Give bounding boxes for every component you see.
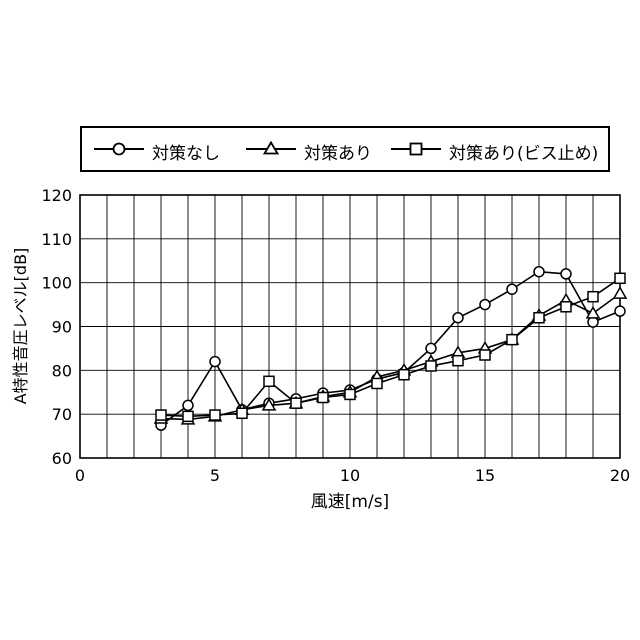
data-point-square <box>534 313 544 323</box>
data-point-circle <box>426 343 436 353</box>
x-axis-label: 風速[m/s] <box>311 492 389 512</box>
data-point-circle <box>480 300 490 310</box>
data-point-square <box>426 361 436 371</box>
data-point-triangle <box>587 307 599 318</box>
data-point-square <box>588 292 598 302</box>
data-point-circle <box>183 400 193 410</box>
data-point-circle <box>588 317 598 327</box>
y-tick-label: 110 <box>41 230 72 249</box>
x-tick-label: 10 <box>340 466 360 485</box>
x-tick-label: 5 <box>210 466 220 485</box>
data-point-square <box>156 410 166 420</box>
y-tick-label: 80 <box>52 361 72 380</box>
series-2 <box>155 288 626 424</box>
series-line <box>161 272 620 425</box>
data-point-triangle <box>614 288 626 299</box>
data-point-circle <box>561 269 571 279</box>
series-3 <box>156 273 625 421</box>
series-line <box>161 278 620 416</box>
series-1 <box>156 267 625 430</box>
y-tick-label: 100 <box>41 274 72 293</box>
data-point-square <box>507 335 517 345</box>
data-point-square <box>480 350 490 360</box>
data-point-circle <box>615 306 625 316</box>
data-point-square <box>183 411 193 421</box>
data-point-circle <box>507 284 517 294</box>
data-point-square <box>264 376 274 386</box>
data-point-square <box>318 393 328 403</box>
data-point-circle <box>210 357 220 367</box>
data-point-square <box>291 398 301 408</box>
x-tick-label: 0 <box>75 466 85 485</box>
data-point-square <box>399 370 409 380</box>
y-tick-label: 90 <box>52 318 72 337</box>
y-tick-label: 70 <box>52 405 72 424</box>
x-tick-label: 20 <box>610 466 630 485</box>
data-point-square <box>345 389 355 399</box>
x-tick-label: 15 <box>475 466 495 485</box>
data-point-square <box>615 273 625 283</box>
data-point-square <box>237 408 247 418</box>
data-point-square <box>372 378 382 388</box>
data-point-square <box>453 356 463 366</box>
series-layer <box>155 267 626 430</box>
tick-labels: 0 5 10 15 20 60 70 80 90 100 110 120 <box>41 186 630 485</box>
y-tick-label: 60 <box>52 449 72 468</box>
data-point-square <box>561 302 571 312</box>
data-point-circle <box>534 267 544 277</box>
y-axis-label: A特性音圧レベル[dB] <box>11 248 30 405</box>
y-tick-label: 120 <box>41 186 72 205</box>
data-point-square <box>210 410 220 420</box>
data-point-circle <box>453 313 463 323</box>
